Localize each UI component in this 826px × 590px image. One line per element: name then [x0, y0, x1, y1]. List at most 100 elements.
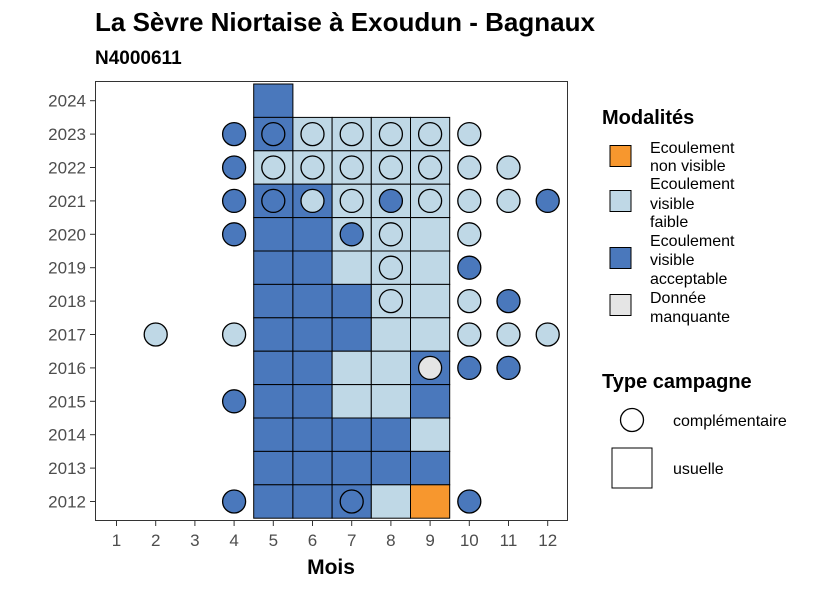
tile-2018-5: [253, 283, 294, 319]
point-2021-10: [457, 188, 482, 214]
tile-2018-7: [331, 283, 372, 319]
legend-label-acceptable: Ecoulement: [650, 233, 735, 250]
x-axis-title: Mois: [307, 556, 355, 579]
tile-2013-6: [292, 450, 333, 486]
legend-label-acceptable: acceptable: [650, 271, 727, 288]
point-2021-9: [417, 188, 443, 214]
point-2016-10: [457, 355, 482, 381]
usuelle-tiles: [253, 83, 451, 519]
legend-square-key: [611, 447, 653, 489]
tile-2017-8: [370, 317, 411, 352]
point-2023-6: [300, 121, 325, 147]
y-tick-label: 2023: [48, 125, 86, 144]
legend-label-manquante: Donnée: [650, 290, 706, 307]
tile-2012-9: [410, 484, 451, 519]
y-tick-label: 2015: [48, 392, 86, 411]
y-tick-label: 2013: [48, 459, 86, 478]
tile-2016-8: [370, 350, 411, 386]
point-2021-7: [339, 188, 364, 214]
tile-2017-5: [253, 317, 294, 352]
legend-key-non_visible: [609, 145, 632, 167]
legend-label-usuelle: usuelle: [673, 461, 724, 478]
y-tick-label: 2016: [48, 359, 86, 378]
point-2022-4: [221, 155, 247, 180]
tile-2014-8: [370, 417, 411, 452]
tile-2017-6: [292, 317, 333, 352]
y-tick-label: 2021: [48, 192, 86, 211]
y-tick-label: 2012: [48, 493, 86, 512]
point-2019-10: [457, 255, 482, 280]
legend-label-non_visible: non visible: [650, 158, 726, 175]
tile-2019-7: [331, 250, 372, 285]
point-2023-8: [378, 121, 404, 147]
tile-2013-7: [331, 450, 372, 486]
y-tick-label: 2018: [48, 292, 86, 311]
legend-label-faible: faible: [650, 214, 688, 231]
tile-2015-8: [370, 384, 411, 419]
tile-2015-6: [292, 384, 333, 419]
point-2023-9: [417, 121, 443, 147]
tile-2013-8: [370, 450, 411, 486]
x-tick-label: 2: [151, 531, 160, 550]
tile-2014-6: [292, 417, 333, 452]
y-tick-label: 2020: [48, 225, 86, 244]
point-2021-4: [221, 188, 247, 214]
point-2020-8: [378, 222, 404, 247]
point-2017-2: [143, 322, 168, 347]
tile-2024-5: [253, 83, 294, 118]
point-2021-11: [496, 188, 521, 214]
point-2016-9: [417, 355, 443, 381]
x-tick-label: 4: [229, 531, 238, 550]
point-2022-8: [378, 155, 404, 180]
legend-modalites-title: Modalités: [602, 107, 694, 129]
complementaire-points: [143, 121, 560, 514]
tile-2014-5: [253, 417, 294, 452]
x-tick-label: 12: [538, 531, 557, 550]
point-2022-10: [457, 155, 482, 180]
point-2020-4: [221, 222, 247, 247]
tile-2019-5: [253, 250, 294, 285]
tile-2016-5: [253, 350, 294, 386]
tile-2019-9: [410, 250, 451, 285]
plot-panel-border: [95, 81, 568, 521]
point-2023-10: [457, 121, 482, 147]
y-axis: 2012 2013 2014 2015 2016 2017 2018 2019 2020 2021…: [48, 92, 95, 512]
tile-2015-9: [410, 384, 451, 419]
point-2023-7: [339, 121, 364, 147]
tile-2014-9: [410, 417, 451, 452]
point-2023-5: [261, 121, 286, 147]
point-2017-4: [221, 322, 247, 347]
x-tick-label: 10: [460, 531, 479, 550]
x-axis: 1 2 3 4 5 6 7 8 9 10 11 12: [112, 521, 557, 550]
y-tick-label: 2014: [48, 426, 86, 445]
point-2022-6: [300, 155, 325, 180]
y-tick-label: 2019: [48, 259, 86, 278]
y-tick-label: 2017: [48, 326, 86, 345]
chart-title: La Sèvre Niortaise à Exoudun - Bagnaux: [95, 7, 595, 37]
legend-label-manquante: manquante: [650, 309, 730, 326]
tile-2017-7: [331, 317, 372, 352]
x-tick-label: 11: [500, 531, 518, 550]
tile-2019-6: [292, 250, 333, 285]
point-2021-6: [300, 188, 325, 214]
tile-2012-5: [253, 484, 294, 519]
tile-2015-7: [331, 384, 372, 419]
x-tick-label: 5: [269, 531, 278, 550]
tile-2015-5: [253, 384, 294, 419]
point-2017-11: [496, 322, 521, 347]
point-2012-4: [221, 489, 247, 514]
tile-2020-9: [410, 217, 451, 252]
legend-label-non_visible: Ecoulement: [650, 140, 735, 157]
legend-key-acceptable: [609, 247, 632, 269]
point-2022-11: [496, 155, 521, 180]
point-2017-12: [535, 322, 560, 347]
chart-subtitle: N4000611: [95, 48, 182, 69]
x-tick-label: 7: [347, 531, 356, 550]
tile-2012-6: [292, 484, 333, 519]
legend-key-manquante: [609, 294, 632, 316]
point-2021-5: [261, 188, 286, 214]
legend-label-faible: Ecoulement: [650, 176, 735, 193]
point-2022-5: [261, 155, 286, 180]
tile-2018-6: [292, 283, 333, 319]
